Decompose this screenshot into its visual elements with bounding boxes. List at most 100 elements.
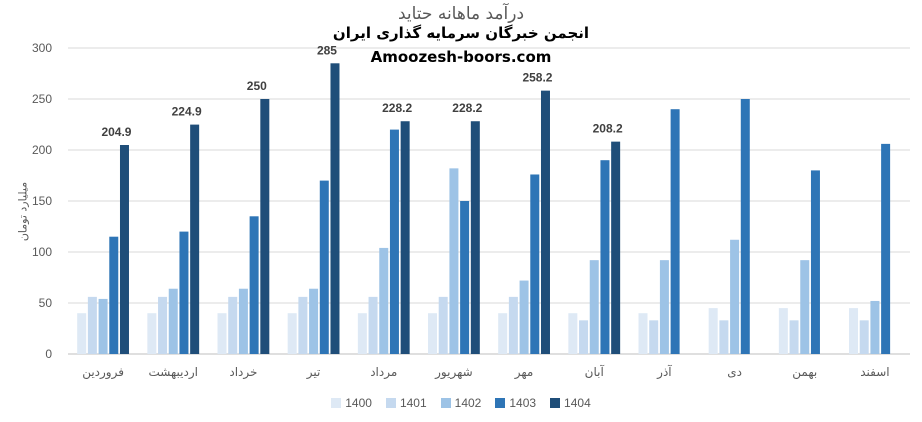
bar-1403 [109,236,119,354]
bar-1401 [298,296,308,354]
bar-1402 [238,288,248,354]
bar-1401 [508,296,518,354]
legend-swatch-1403 [495,398,506,408]
y-tick-label: 300 [32,41,52,55]
x-tick-label: اسفند [860,365,889,379]
chart-title: درآمد ماهانه حتاید [397,4,525,24]
bar-1402 [449,168,459,354]
bar-1400 [357,313,367,354]
x-tick-label: تیر [306,365,321,380]
data-label: 224.9 [172,105,202,119]
bar-1402 [589,260,599,354]
bar-1402 [168,288,178,354]
y-tick-label: 250 [32,92,52,106]
legend-item-1403: 1403 [495,396,536,410]
bar-1400 [217,313,227,354]
legend-item-1400: 1400 [331,396,372,410]
x-tick-label: شهریور [434,365,473,380]
bar-1400 [708,308,718,354]
bar-1402 [309,288,319,354]
legend-label-1403: 1403 [509,396,537,410]
bar-1404 [190,124,200,355]
data-label: 228.2 [382,101,412,115]
bar-1401 [859,320,869,354]
legend-label-1404: 1404 [564,396,591,410]
bar-1401 [789,320,799,354]
chart-source: Amoozesh-boors.com [370,48,552,66]
bar-1404 [330,63,340,355]
x-tick-label: دی [727,365,742,379]
legend-label-1400: 1400 [345,396,372,410]
data-label: 258.2 [522,71,552,85]
bar-1402 [519,280,529,354]
x-tick-label: مرداد [370,365,397,380]
bar-1403 [249,216,259,354]
bar-1404 [611,141,621,354]
x-tick-label: مهر [514,365,534,380]
legend-swatch-1400 [331,398,342,408]
bar-chart: 0 50 100 150 200 250 300 فروردین اردیبهشت خرداد تی… [32,41,910,380]
y-tick-label: 150 [32,194,52,208]
bar-1400 [287,313,297,354]
data-label: 285 [317,43,337,57]
x-tick-label: آبان [585,364,605,379]
chart-subtitle: انجمن خبرگان سرمایه گذاری ایران [332,24,590,42]
legend-item-1404: 1404 [550,396,591,410]
bar-1402 [98,298,108,354]
bar-1404 [119,145,129,354]
bar-1400 [77,313,87,354]
bar-1403 [460,201,470,354]
legend-item-1402: 1402 [440,396,482,410]
bar-1403 [179,231,189,354]
bar-1400 [428,313,438,354]
bar-1401 [719,320,729,354]
legend: 1400 1401 1402 1403 1404 [0,396,922,410]
y-tick-label: 100 [32,245,52,259]
x-tick-label: آذر [656,364,672,380]
legend-swatch-1401 [385,398,396,408]
x-tick-label: اردیبهشت [149,365,198,380]
bar-1403 [530,174,540,354]
bar-1403 [389,129,399,354]
x-tick-label: فروردین [82,365,124,380]
legend-label-1402: 1402 [454,396,482,410]
bar-1400 [849,308,859,354]
legend-swatch-1402 [440,398,451,408]
bar-1404 [540,90,550,355]
bar-1404 [260,99,270,354]
bar-1400 [568,313,578,354]
data-label: 204.9 [101,125,131,139]
bar-1403 [600,160,610,354]
bar-1400 [147,313,157,354]
bar-1401 [438,296,448,354]
bar-1400 [498,313,508,354]
y-tick-label: 50 [39,296,53,310]
bar-1401 [87,296,97,354]
bar-1401 [158,296,168,354]
data-label: 228.2 [452,101,482,115]
bar-1401 [228,296,238,354]
bar-1402 [659,260,669,354]
y-tick-label: 0 [45,347,52,361]
legend-label-1401: 1401 [399,396,427,410]
bar-1400 [638,313,648,354]
bar-1400 [778,308,788,354]
y-tick-label: 200 [32,143,52,157]
x-tick-label: خرداد [229,365,257,380]
bar-1402 [730,239,740,354]
bar-1401 [649,320,659,354]
bar-1401 [579,320,589,354]
legend-swatch-1404 [550,398,561,408]
x-tick-label: بهمن [792,365,817,380]
bar-1403 [670,109,680,354]
bar-1403 [881,143,891,354]
data-label: 208.2 [593,122,623,136]
legend-item-1401: 1401 [385,396,427,410]
bar-1401 [368,296,378,354]
bar-1404 [400,121,410,355]
bar-1402 [870,300,880,354]
bar-1402 [800,260,810,354]
bar-1403 [319,180,329,354]
data-label: 250 [247,79,267,93]
bar-1402 [379,247,389,354]
